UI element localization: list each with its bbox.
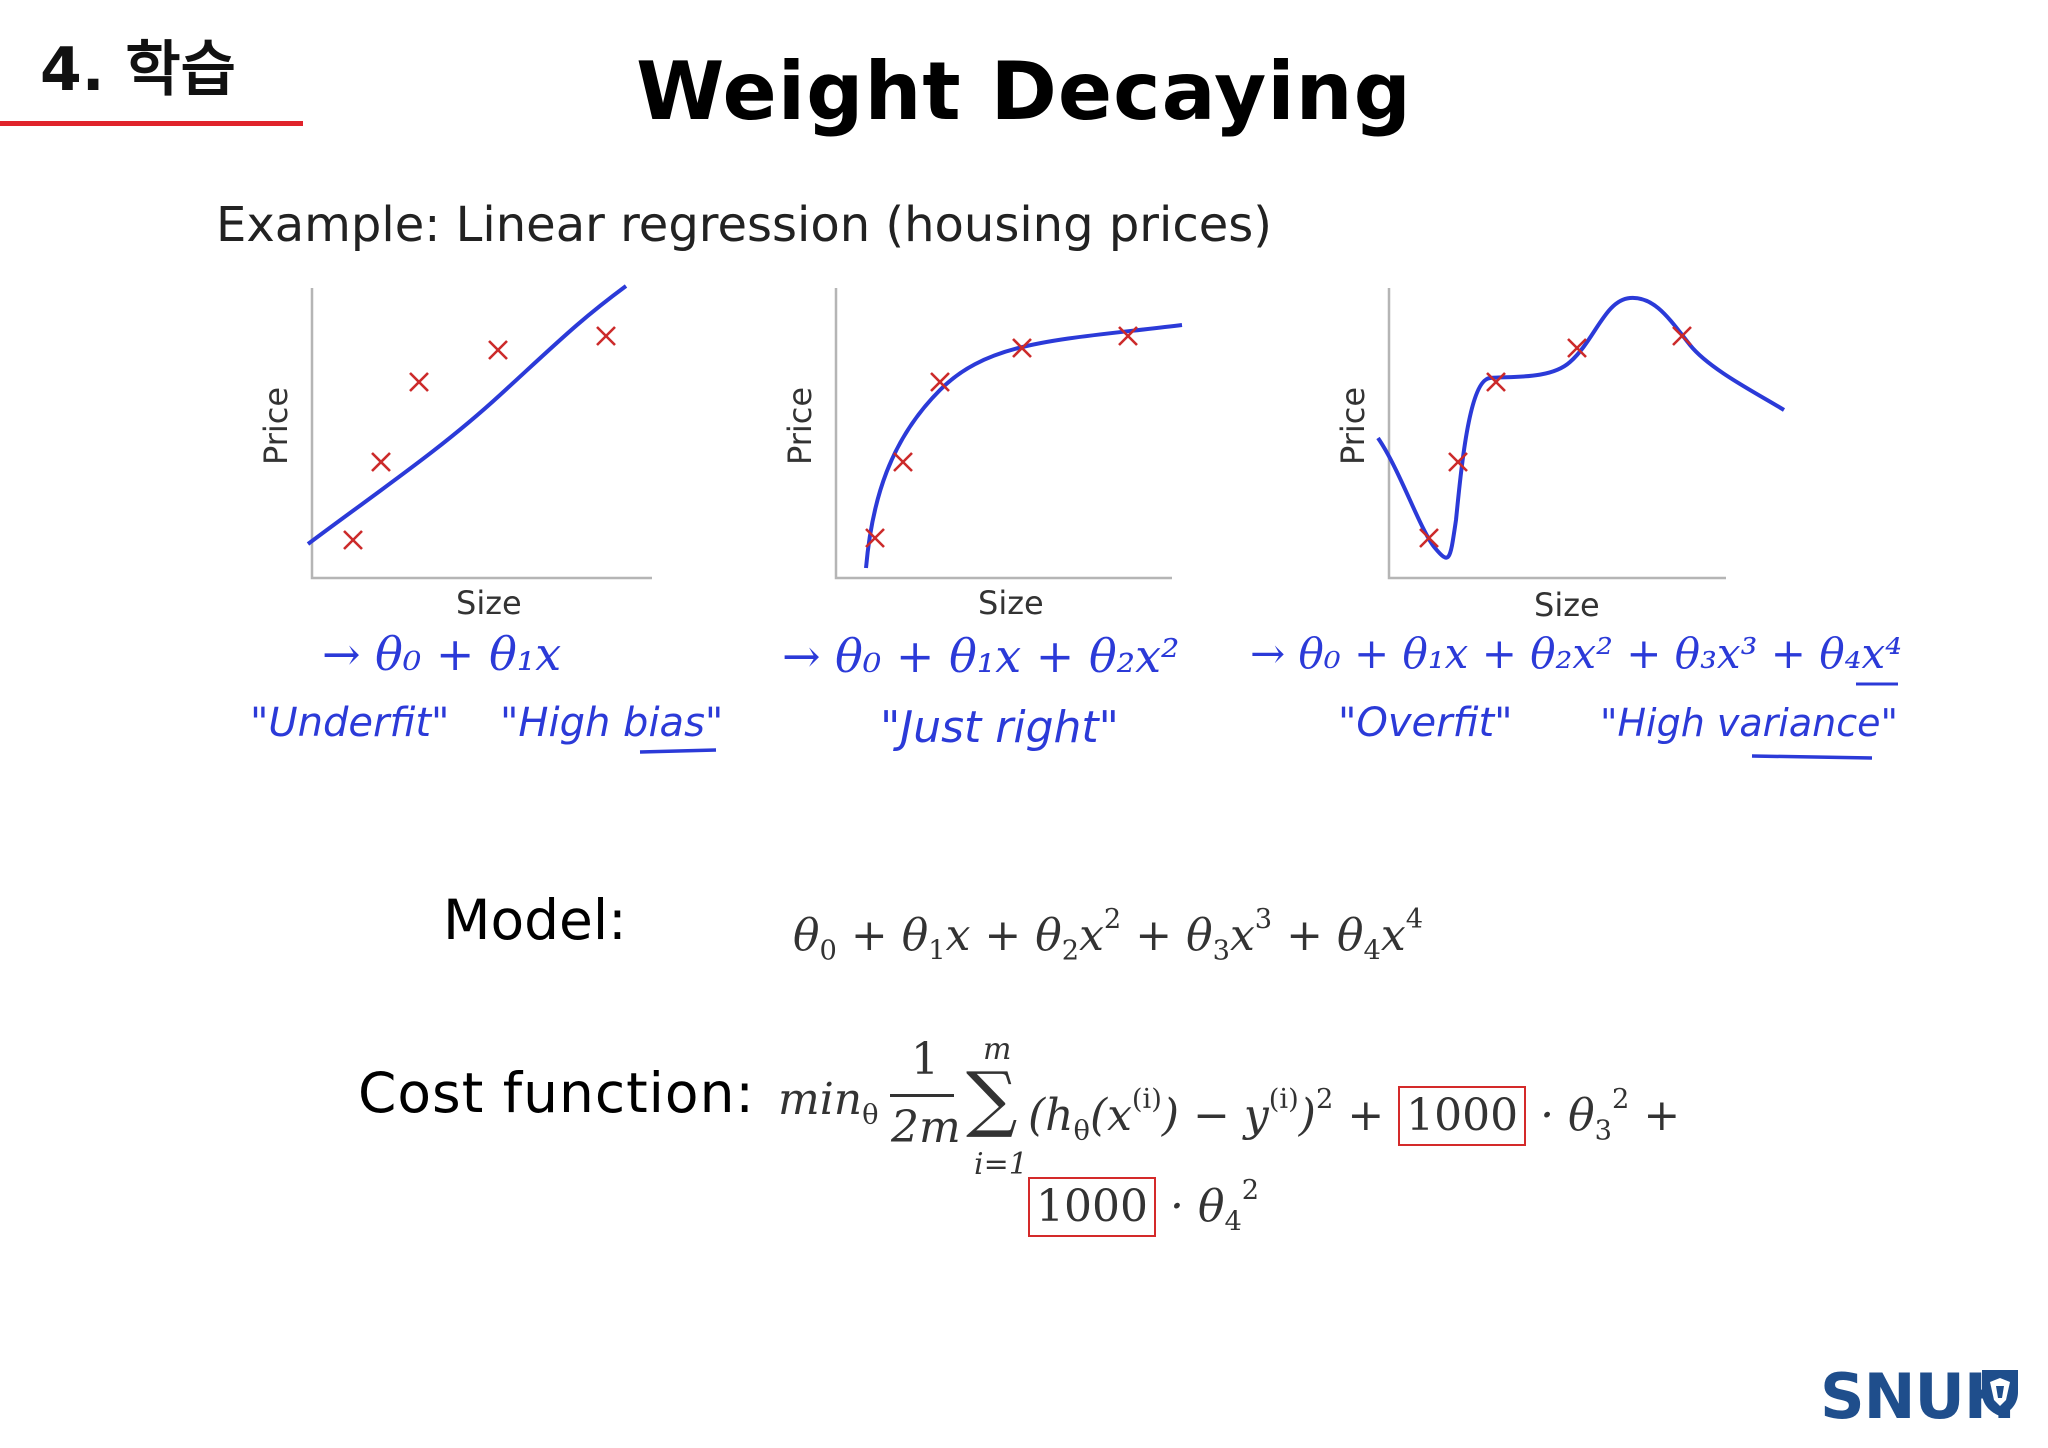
shield-logo-icon: [1982, 1370, 2018, 1416]
data-point: [342, 529, 364, 551]
annotation-just-right: "Just right": [880, 702, 1119, 753]
sigma-symbol: ∑: [966, 1056, 1018, 1140]
section-underline: [0, 121, 303, 126]
annotation-high-bias: "High bias": [500, 700, 723, 746]
bias-underline: [639, 748, 717, 754]
model-equation: θ0 + θ1x + θ2x2 + θ3x3 + θ4x4: [793, 904, 1424, 967]
x-axis-label: Size: [456, 584, 522, 622]
hypothesis-handwritten: → θ₀ + θ₁x + θ₂x² + θ₃x³ + θ₄x⁴: [1250, 629, 1902, 678]
data-point: [370, 451, 392, 473]
sum-upper-limit: m: [983, 1032, 1012, 1067]
y-axis-label: Price: [257, 387, 295, 465]
penalty-box-theta3: 1000: [1398, 1085, 1527, 1146]
fit-plots: Price Size → θ₀ + θ₁x "Underfit" "High b…: [250, 284, 1902, 760]
fit-curve-quartic: [1376, 295, 1786, 560]
hypothesis-handwritten: → θ₀ + θ₁x + θ₂x²: [782, 629, 1179, 683]
slide-title: Weight Decaying: [636, 45, 1412, 138]
fraction-numerator: 1: [911, 1034, 939, 1085]
fit-curve-quadratic: [864, 323, 1183, 569]
fraction-bar: [890, 1094, 954, 1097]
data-point: [487, 339, 509, 361]
y-axis-label: Price: [1334, 387, 1372, 465]
x-axis-label: Size: [978, 584, 1044, 622]
annotation-overfit: "Overfit": [1338, 700, 1513, 746]
penalty-box-theta4: 1000: [1028, 1177, 1156, 1238]
plot-axes: [310, 288, 652, 580]
cost-function-label: Cost function:: [358, 1061, 755, 1125]
hypothesis-handwritten: → θ₀ + θ₁x: [322, 627, 561, 681]
plot-just-right: Price Size → θ₀ + θ₁x + θ₂x² "Just right…: [781, 288, 1183, 753]
plot-axes: [834, 288, 1172, 580]
y-axis-label: Price: [781, 387, 819, 465]
plot-overfit: Price Size → θ₀ + θ₁x + θ₂x² + θ₃x³ + θ₄…: [1250, 288, 1902, 760]
plot-axes: [1387, 288, 1726, 580]
sum-body: (hθ(x(i)) − y(i))2 + 1000 · θ32 + 1000 ·…: [1028, 1084, 1681, 1238]
data-point: [892, 451, 914, 473]
section-label: 4. 학습: [40, 35, 236, 105]
model-label: Model:: [443, 888, 627, 952]
min-operator: minθ: [778, 1074, 879, 1131]
fit-curve-linear: [306, 284, 628, 546]
plot-underfit: Price Size → θ₀ + θ₁x "Underfit" "High b…: [250, 284, 723, 754]
x-axis-label: Size: [1534, 586, 1600, 624]
data-point: [408, 371, 430, 393]
fraction-denominator: 2m: [891, 1102, 961, 1153]
data-point: [1671, 325, 1693, 347]
annotation-high-variance: "High variance": [1600, 701, 1898, 745]
example-caption: Example: Linear regression (housing pric…: [216, 197, 1273, 253]
sum-lower-limit: i=1: [974, 1147, 1028, 1182]
data-point: [595, 325, 617, 347]
annotation-underfit: "Underfit": [250, 700, 449, 746]
variance-underline: [1751, 754, 1873, 760]
cost-function-equation: minθ 1 2m m ∑ i=1 (hθ(x(i)) − y(i))2 + 1…: [778, 1030, 1798, 1238]
data-point: [1418, 527, 1440, 549]
